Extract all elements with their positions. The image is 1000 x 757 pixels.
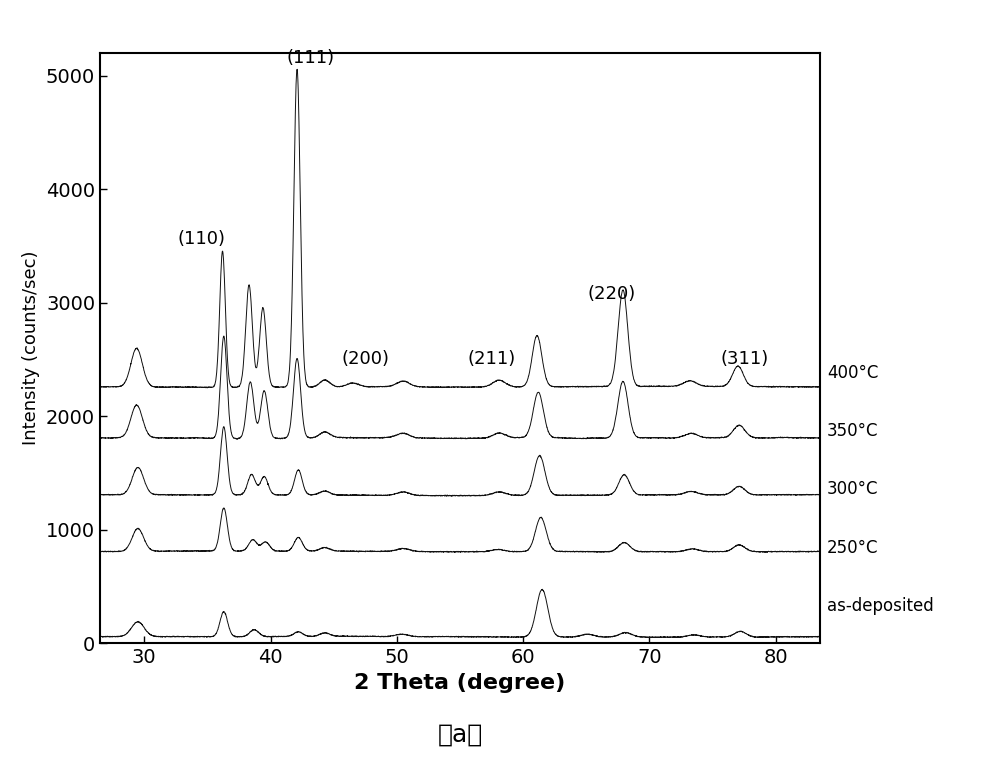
- Text: as-deposited: as-deposited: [827, 597, 934, 615]
- Y-axis label: Intensity (counts/sec): Intensity (counts/sec): [22, 251, 40, 445]
- Text: 300°C: 300°C: [827, 480, 878, 498]
- Text: (200): (200): [341, 350, 389, 367]
- Text: 400°C: 400°C: [827, 364, 878, 382]
- Text: （a）: （a）: [437, 722, 483, 746]
- Text: (211): (211): [467, 350, 516, 367]
- Text: (220): (220): [587, 285, 636, 303]
- Text: 350°C: 350°C: [827, 422, 878, 440]
- Text: (110): (110): [177, 230, 225, 248]
- Text: (311): (311): [720, 350, 768, 367]
- Text: (111): (111): [287, 48, 335, 67]
- Text: 250°C: 250°C: [827, 539, 878, 557]
- X-axis label: 2 Theta (degree): 2 Theta (degree): [354, 673, 566, 693]
